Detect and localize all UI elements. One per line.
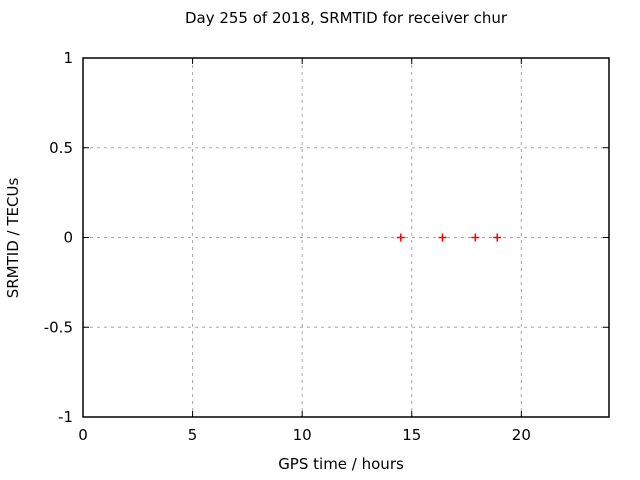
y-tick-label: 1 xyxy=(63,49,73,67)
y-tick-label: -0.5 xyxy=(44,318,73,336)
x-tick-label: 5 xyxy=(188,426,198,444)
x-tick-label: 15 xyxy=(402,426,421,444)
y-tick-label: 0 xyxy=(63,229,73,247)
y-tick-label: 0.5 xyxy=(49,139,73,157)
y-tick-label: -1 xyxy=(58,408,73,426)
x-axis-label: GPS time / hours xyxy=(278,455,404,473)
chart-title: Day 255 of 2018, SRMTID for receiver chu… xyxy=(184,9,508,27)
plot-border xyxy=(82,57,610,418)
x-tick-label: 10 xyxy=(293,426,312,444)
x-tick-label: 20 xyxy=(512,426,531,444)
x-tick-label: 0 xyxy=(78,426,88,444)
